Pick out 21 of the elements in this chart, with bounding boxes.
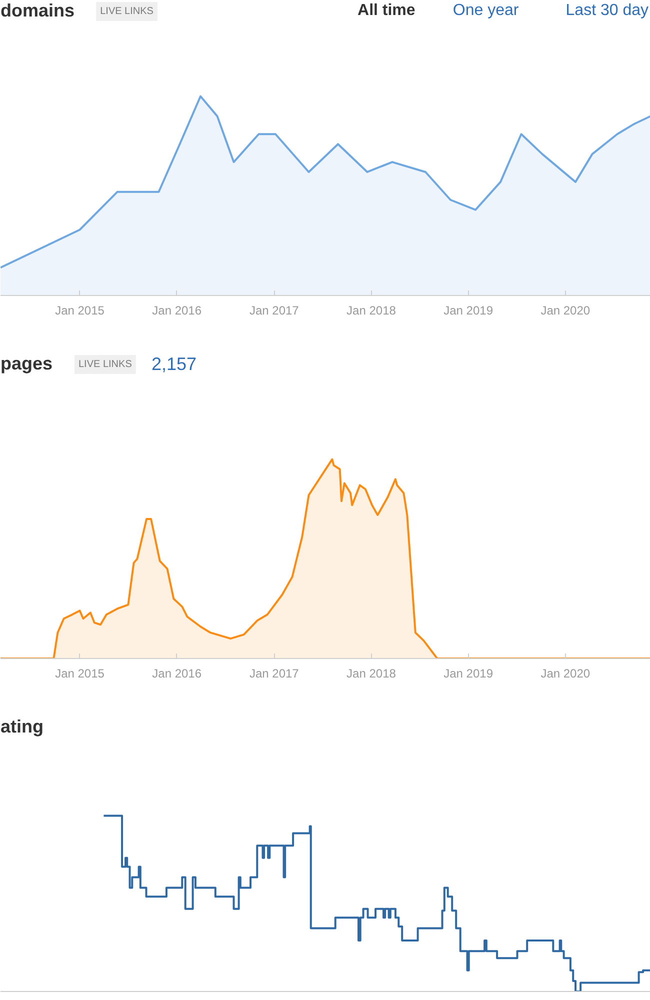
chart-title: ating (0, 716, 44, 736)
x-tick-label: Jan 2015 (55, 304, 105, 318)
text: One year (452, 2, 520, 19)
x-tick-label: Jan 2018 (346, 304, 396, 318)
chart-subtitle: LIVE LINKS (78, 359, 132, 370)
chart-title: pages (0, 354, 53, 374)
chart-title: domains (0, 0, 75, 20)
x-tick-label: Jan 2020 (540, 666, 590, 680)
x-tick-label: Jan 2020 (540, 304, 590, 318)
x-tick-label: Jan 2016 (152, 666, 202, 680)
x-tick-label: Jan 2019 (444, 666, 494, 680)
x-tick-label: Jan 2015 (55, 666, 105, 680)
chart-subtitle: LIVE LINKS (100, 6, 154, 17)
x-tick-label: Jan 2017 (249, 666, 300, 680)
x-tick-label: Jan 2016 (152, 304, 202, 318)
text: 2,157 (152, 354, 197, 374)
x-tick-label: Jan 2018 (346, 666, 396, 680)
text: All time (358, 2, 416, 19)
x-tick-label: Jan 2019 (444, 304, 494, 318)
text: Last 30 day (566, 2, 649, 19)
x-tick-label: Jan 2017 (249, 304, 300, 318)
